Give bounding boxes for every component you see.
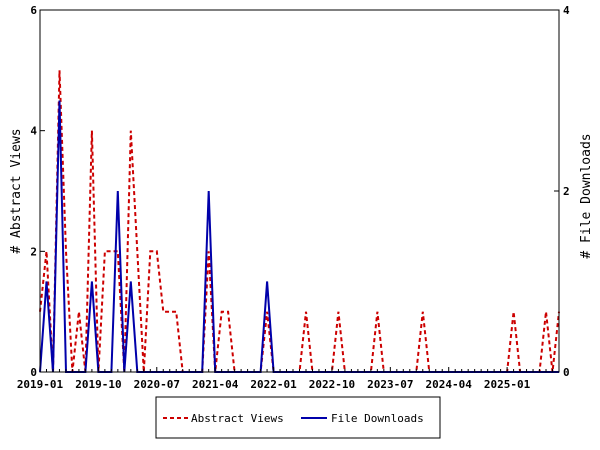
right-axis-title: # File Downloads [579, 133, 594, 258]
x-tick-label: 2022-01 [250, 378, 297, 391]
y-left-tick-label: 2 [30, 245, 37, 258]
legend-box [155, 396, 441, 439]
y-left-tick-label: 4 [30, 125, 37, 138]
y-left-tick-label: 0 [30, 366, 37, 379]
label-layer: 2019-01 2019-10 2020-07 2021-04 2022-01 2022-… [17, 4, 570, 391]
y-right-tick-label: 0 [563, 366, 570, 379]
x-tick-label: 2024-04 [426, 378, 473, 391]
y-right-tick-label: 4 [563, 4, 570, 17]
legend-label-file-downloads: File Downloads [331, 412, 424, 425]
x-tick-label: 2022-10 [309, 378, 355, 391]
legend: Abstract Views File Downloads [155, 396, 441, 439]
x-tick-label: 2023-07 [367, 378, 413, 391]
x-tick-label: 2019-10 [75, 378, 121, 391]
y-right-tick-label: 2 [563, 185, 570, 198]
x-tick-label: 2020-07 [134, 378, 180, 391]
x-tick-label: 2019-01 [17, 378, 64, 391]
y-left-tick-label: 6 [30, 4, 37, 17]
x-tick-label: 2025-01 [484, 378, 531, 391]
tick-layer [39, 9, 560, 373]
legend-label-abstract-views: Abstract Views [191, 412, 284, 425]
left-axis-title: # Abstract Views [9, 128, 24, 253]
x-tick-label: 2021-04 [192, 378, 239, 391]
